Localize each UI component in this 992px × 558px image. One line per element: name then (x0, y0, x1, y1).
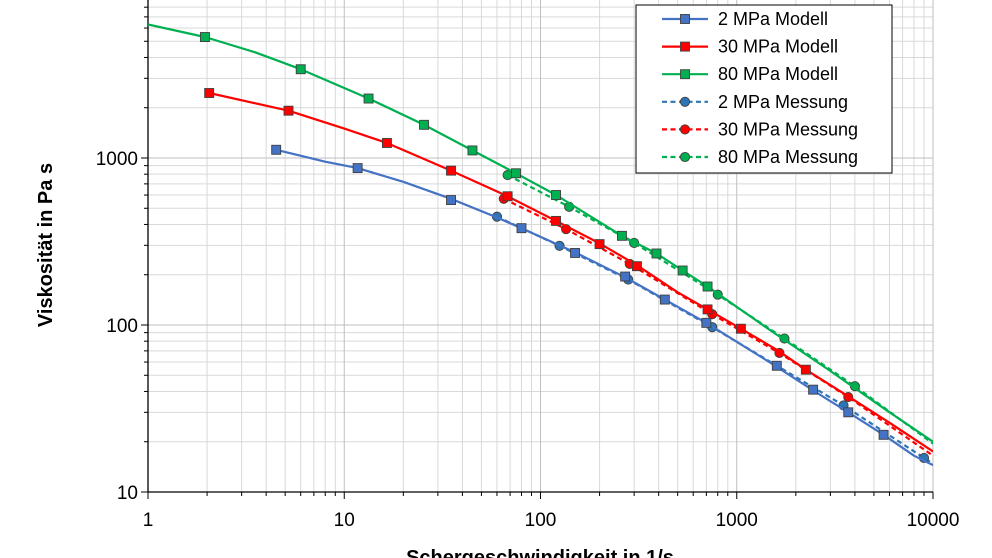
y-axis-title: Viskosität in Pa s (35, 163, 57, 327)
x-tick-label: 100 (525, 510, 557, 531)
legend-marker-2-mpa-modell (680, 14, 690, 24)
data-point-2-mpa-modell (271, 144, 282, 155)
series-line-80-mpa-messung (507, 174, 933, 445)
legend-label-30-mpa-messung: 30 MPa Messung (718, 119, 858, 139)
y-tick-label: 1000 (96, 149, 138, 170)
data-point-80-mpa-modell (551, 190, 561, 200)
series-line-2-mpa-messung (496, 215, 933, 465)
data-point-30-mpa-modell (502, 191, 513, 202)
data-point-2-mpa-modell (808, 384, 819, 395)
series-layer (148, 23, 933, 467)
x-tick-label: 10 (334, 510, 355, 531)
data-point-30-mpa-modell (283, 105, 294, 116)
series-2-mpa-modell (271, 144, 933, 467)
series-30-mpa-modell (204, 88, 933, 453)
data-point-2-mpa-modell (446, 195, 456, 206)
data-point-30-mpa-modell (631, 261, 642, 272)
series-line-30-mpa-messung (503, 197, 933, 457)
x-axis-title: Schergeschwindigkeit in 1/s (406, 547, 674, 558)
legend-marker-30-mpa-modell (680, 41, 690, 52)
legend-label-2-mpa-messung: 2 MPa Messung (718, 92, 848, 112)
axes (141, 0, 934, 499)
legend-label-80-mpa-messung: 80 MPa Messung (718, 147, 858, 167)
data-point-80-mpa-modell (511, 168, 521, 179)
data-point-80-mpa-modell (199, 32, 210, 42)
data-point-2-mpa-modell (352, 163, 363, 174)
data-point-2-mpa-modell (843, 407, 854, 418)
legend: 2 MPa Modell 30 MPa Modell 80 MPa Modell 2 … (635, 4, 893, 174)
series-80-mpa-modell (148, 23, 933, 443)
data-point-30-mpa-modell (735, 323, 746, 334)
data-point-2-mpa-modell (771, 360, 782, 371)
series-line-2-mpa-modell (275, 148, 933, 467)
data-point-80-mpa-modell (651, 248, 662, 259)
data-point-2-mpa-modell (620, 271, 631, 282)
data-point-30-mpa-modell (551, 215, 561, 226)
data-point-80-mpa-modell (363, 93, 374, 104)
legend-box (635, 4, 893, 174)
data-point-80-mpa-modell (616, 230, 627, 241)
data-point-2-mpa-modell (570, 248, 581, 258)
y-tick-label: 100 (106, 316, 138, 337)
data-point-2-mpa-modell (659, 294, 670, 305)
y-tick-label: 10 (117, 483, 138, 504)
data-point-80-mpa-modell (295, 64, 306, 75)
x-tick-label: 1 (143, 510, 154, 531)
data-point-30-mpa-modell (381, 138, 392, 148)
data-point-30-mpa-modell (594, 239, 605, 250)
legend-marker-2-mpa-messung (679, 96, 691, 107)
data-point-2-mpa-modell (701, 317, 712, 328)
legend-label-2-mpa-modell: 2 MPa Modell (718, 9, 828, 29)
data-point-30-mpa-modell (800, 364, 811, 375)
series-2-mpa-messung (491, 211, 933, 465)
legend-marker-80-mpa-modell (680, 69, 690, 80)
data-point-80-mpa-modell (677, 265, 688, 276)
data-point-30-mpa-modell (446, 165, 456, 176)
legend-label-80-mpa-modell: 80 MPa Modell (718, 64, 838, 84)
legend-label-30-mpa-modell: 30 MPa Modell (718, 37, 838, 57)
legend-marker-80-mpa-messung (679, 151, 691, 163)
data-point-30-mpa-modell (702, 304, 713, 315)
x-tick-label: 1000 (716, 510, 758, 531)
data-point-2-mpa-modell (516, 223, 527, 234)
data-point-80-mpa-modell (702, 281, 713, 292)
data-point-80-mpa-modell (419, 119, 429, 130)
data-point-30-mpa-modell (204, 88, 215, 98)
x-tick-label: 10000 (907, 510, 960, 531)
data-point-2-mpa-modell (878, 429, 889, 440)
data-point-80-mpa-modell (467, 145, 478, 156)
data-point-80-mpa-messung (502, 170, 513, 181)
legend-marker-30-mpa-messung (679, 124, 691, 135)
